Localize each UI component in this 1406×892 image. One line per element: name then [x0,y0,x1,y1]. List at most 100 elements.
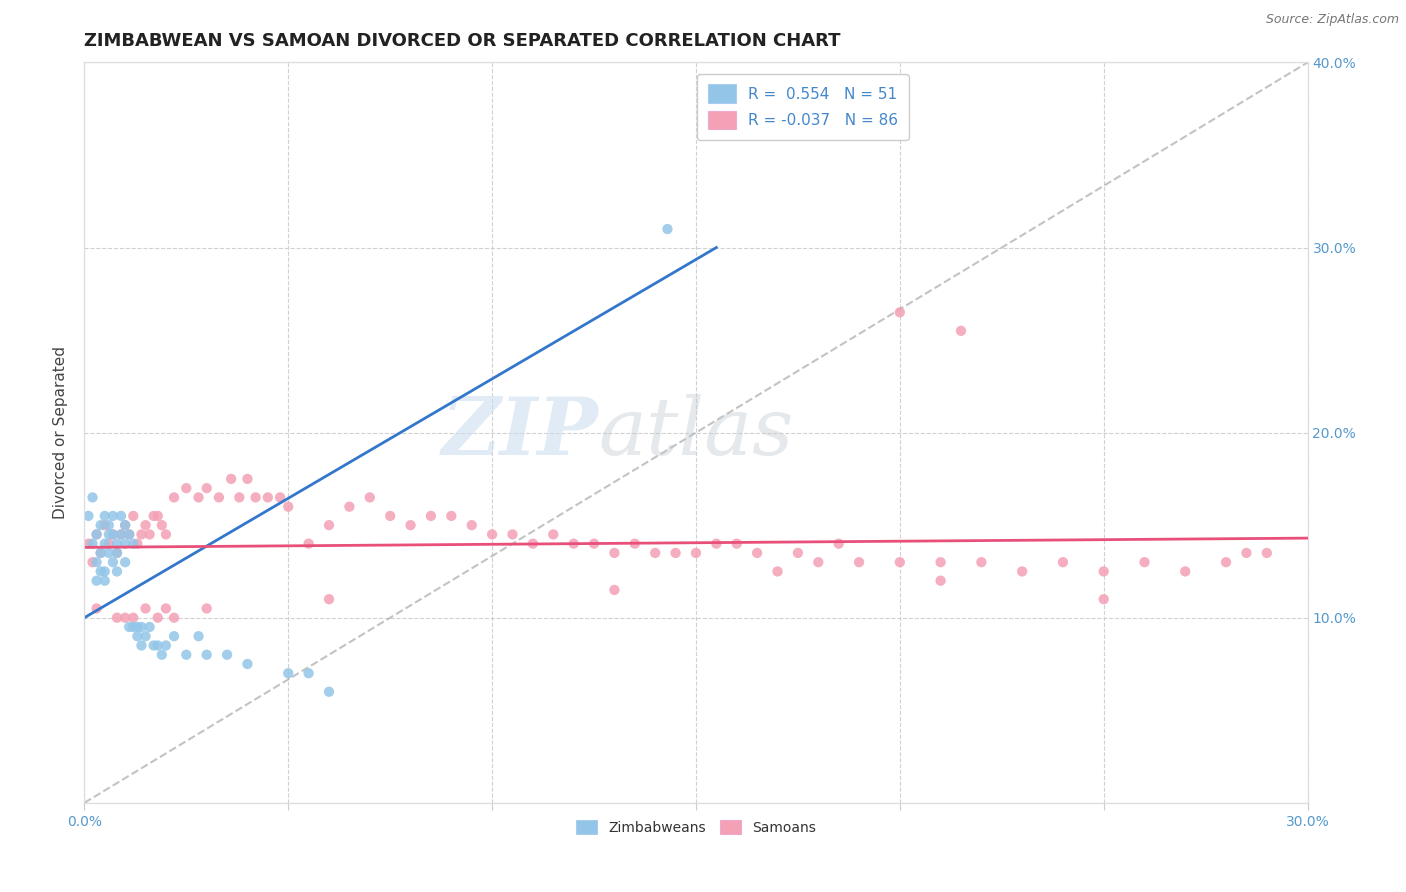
Point [522,536,544,550]
Point [90,518,112,533]
Point [122,610,145,624]
Point [318,685,340,699]
Point [929,574,952,588]
Point [105,546,128,560]
Point [127,620,149,634]
Point [1174,565,1197,579]
Point [93,518,115,533]
Point [380,508,402,523]
Point [105,536,128,550]
Point [155,639,177,653]
Point [828,536,851,550]
Point [603,582,626,597]
Point [93,508,115,523]
Legend: Zimbabweans, Samoans: Zimbabweans, Samoans [571,814,821,840]
Point [86,527,108,541]
Point [118,620,141,634]
Point [90,546,112,560]
Point [105,565,128,579]
Point [1011,565,1033,579]
Point [110,508,132,523]
Point [236,657,259,671]
Point [146,639,169,653]
Point [146,508,169,523]
Point [562,536,585,550]
Point [298,666,321,681]
Point [82,491,104,505]
Point [766,565,789,579]
Point [114,555,136,569]
Point [245,491,267,505]
Point [219,472,242,486]
Point [950,324,973,338]
Point [86,527,108,541]
Text: atlas: atlas [598,394,793,471]
Point [399,518,422,533]
Point [848,555,870,569]
Point [440,508,463,523]
Point [1236,546,1258,560]
Point [97,536,120,550]
Point [114,518,136,533]
Point [502,527,524,541]
Point [93,536,115,550]
Point [155,527,177,541]
Point [228,491,250,505]
Point [195,648,218,662]
Point [150,518,173,533]
Point [163,629,186,643]
Point [82,555,104,569]
Point [155,601,177,615]
Point [82,536,104,550]
Point [118,527,141,541]
Point [131,527,153,541]
Point [217,648,239,662]
Point [101,555,124,569]
Text: ZIMBABWEAN VS SAMOAN DIVORCED OR SEPARATED CORRELATION CHART: ZIMBABWEAN VS SAMOAN DIVORCED OR SEPARAT… [84,32,841,50]
Point [657,222,679,236]
Point [142,508,165,523]
Point [77,508,100,523]
Point [583,536,606,550]
Point [146,610,169,624]
Point [101,527,124,541]
Point [86,555,108,569]
Point [603,546,626,560]
Point [359,491,381,505]
Point [101,527,124,541]
Point [135,629,157,643]
Point [420,508,443,523]
Point [93,574,115,588]
Point [889,305,911,319]
Point [929,555,952,569]
Point [1215,555,1237,569]
Point [122,508,145,523]
Text: Source: ZipAtlas.com: Source: ZipAtlas.com [1265,13,1399,27]
Point [86,601,108,615]
Point [105,546,128,560]
Point [787,546,810,560]
Point [970,555,993,569]
Point [187,491,209,505]
Point [195,481,218,495]
Point [122,536,145,550]
Point [118,527,141,541]
Point [114,518,136,533]
Point [747,546,769,560]
Point [236,472,259,486]
Point [163,491,186,505]
Point [174,481,197,495]
Point [624,536,647,550]
Point [481,527,503,541]
Point [127,536,149,550]
Point [114,610,136,624]
Point [174,648,197,662]
Point [93,565,115,579]
Point [86,574,108,588]
Point [277,500,299,514]
Point [142,639,165,653]
Point [889,555,911,569]
Point [122,620,145,634]
Point [725,536,748,550]
Point [195,601,218,615]
